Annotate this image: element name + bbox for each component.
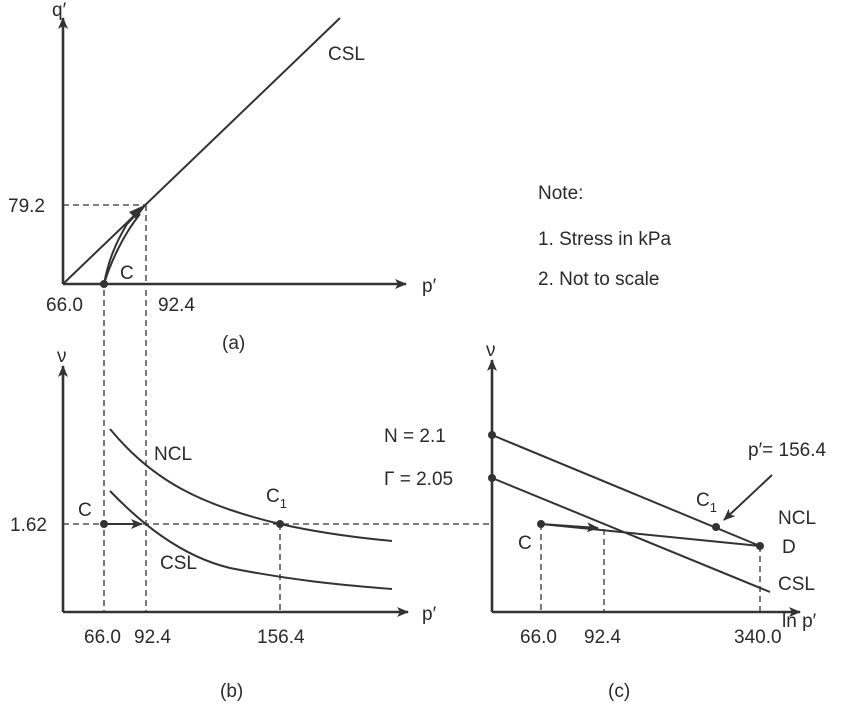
panel-a-q-value: 79.2 (8, 196, 45, 217)
panel-b-ncl-curve (109, 428, 393, 542)
panel-c-gamma-point (488, 474, 496, 482)
panel-c-p2: 92.4 (584, 627, 621, 648)
panel-c-point-d-label: D (782, 537, 796, 558)
panel-a-csl-label: CSL (328, 44, 365, 65)
panel-c-y-axis-label: ν (486, 340, 496, 361)
panel-c-unload-line (540, 523, 761, 547)
panel-c-callout-label: p′= 156.4 (748, 440, 826, 461)
panel-c-csl-line (491, 477, 771, 593)
panel-b-point-c1 (276, 520, 284, 528)
panel-b-y-axis-label: ν (57, 346, 67, 367)
panel-c-n-point (488, 431, 496, 439)
panel-b-p2: 92.4 (134, 627, 171, 648)
panel-a-caption: (a) (222, 333, 245, 354)
panel-a-point-c (100, 280, 108, 288)
panel-b-v-value: 1.62 (10, 515, 47, 536)
panel-b-csl-label: CSL (160, 553, 197, 574)
note-title: Note: (538, 183, 583, 204)
panel-b-point-c-label: C (78, 500, 92, 521)
panel-b-csl-curve (109, 490, 393, 590)
panel-a-p-start: 66.0 (46, 295, 83, 316)
note: Note: 1. Stress in kPa 2. Not to scale (538, 183, 671, 290)
panel-c-path-arrow (540, 522, 599, 533)
panel-b-p3: 156.4 (257, 627, 305, 648)
panel-a: q′ p′ CSL C 79.2 66.0 92.4 (a) (8, 0, 437, 354)
panel-b-caption: (b) (220, 681, 243, 702)
panel-b-point-c (100, 520, 108, 528)
panel-a-csl-line (62, 17, 341, 285)
panel-a-point-c-label: C (120, 263, 134, 284)
panel-c-caption: (c) (608, 681, 630, 702)
panel-b-p1: 66.0 (84, 627, 121, 648)
panel-c-n-label: N = 2.1 (384, 426, 446, 447)
panel-c-point-c1 (712, 523, 720, 531)
panel-a-p-end: 92.4 (158, 295, 195, 316)
panel-c-csl-label: CSL (778, 574, 815, 595)
panel-c-point-c-label: C (518, 533, 532, 554)
panel-c-ncl-line (491, 434, 761, 547)
panel-b: ν p′ NCL CSL C C1 1.62 66.0 92.4 156.4 (… (10, 346, 492, 702)
panel-b-ncl-label: NCL (154, 444, 192, 465)
note-item-2: 2. Not to scale (538, 269, 659, 290)
panel-c-point-c (537, 520, 545, 528)
panel-b-x-axis-label: p′ (422, 604, 437, 625)
panel-c-ncl-label: NCL (778, 508, 816, 529)
panel-c-x-axis-label: ln p′ (782, 611, 817, 632)
panel-c: ν ln p′ N = 2.1 Γ = 2.05 C C1 D p′= 156.… (384, 340, 826, 702)
panel-c-point-d (756, 542, 764, 550)
note-item-1: 1. Stress in kPa (538, 229, 671, 250)
panel-c-p1: 66.0 (520, 627, 557, 648)
panel-c-point-c1-label: C1 (696, 490, 717, 515)
panel-b-point-c1-label: C1 (266, 486, 287, 511)
panel-a-y-axis-label: q′ (52, 0, 67, 21)
panel-a-x-axis-label: p′ (422, 276, 437, 297)
panel-a-stress-path-return (103, 213, 141, 285)
panel-c-callout-arrow (723, 474, 773, 521)
panel-c-p3: 340.0 (734, 627, 782, 648)
panel-c-gamma-label: Γ = 2.05 (384, 469, 453, 490)
panel-a-path-arrowhead (129, 204, 147, 219)
